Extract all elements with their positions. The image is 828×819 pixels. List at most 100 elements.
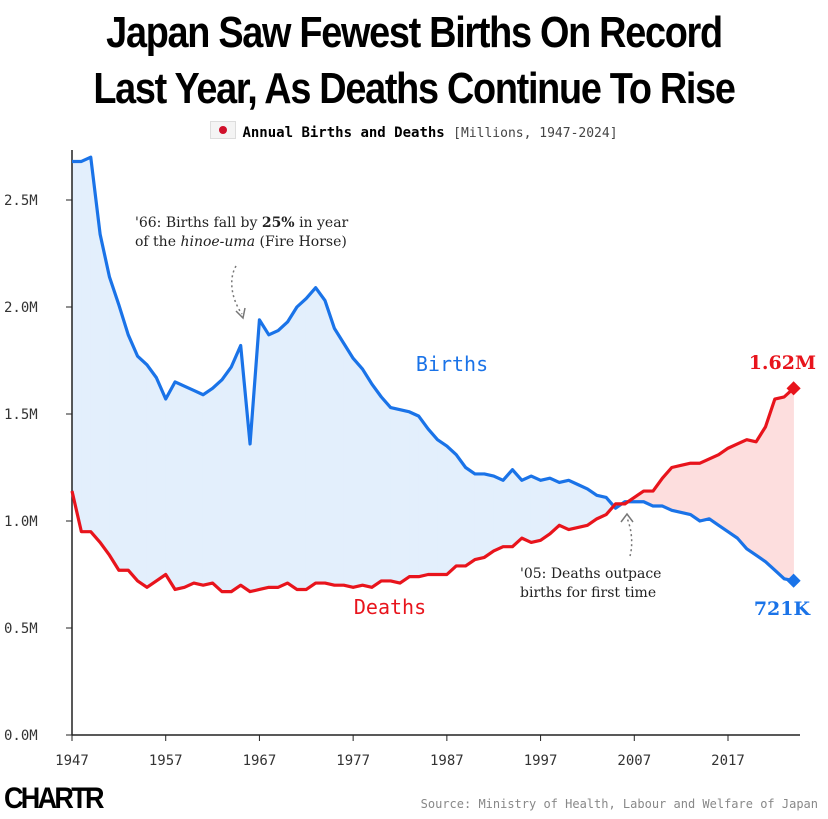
gap-fill [231, 345, 241, 593]
gap-fill [521, 475, 532, 543]
gap-fill [427, 428, 438, 575]
gap-fill [343, 342, 354, 588]
deaths-series-label: Deaths [354, 595, 426, 619]
gap-fill [315, 286, 326, 584]
subtitle: Annual Births and Deaths [Millions, 1947… [0, 121, 828, 141]
gap-fill [193, 389, 204, 586]
gap-fill [493, 475, 504, 552]
gap-fill [568, 479, 579, 530]
gap-fill [680, 462, 691, 515]
gap-fill [465, 466, 476, 567]
gap-fill [783, 387, 794, 582]
x-tick-label: 1957 [149, 753, 183, 769]
gap-fill [380, 396, 391, 582]
gap-fill [174, 381, 185, 590]
gap-fill [202, 387, 213, 586]
y-tick-label: 2.0M [4, 300, 38, 316]
gap-fill [474, 473, 485, 560]
deaths-end-value: 1.62M [749, 352, 816, 374]
gap-fill [146, 363, 157, 588]
x-tick-label: 1967 [243, 753, 277, 769]
hinoeuma-arrowhead [235, 307, 246, 320]
hinoeuma-arrow [230, 265, 243, 315]
gap-fill [390, 407, 401, 584]
gap-fill [671, 464, 682, 513]
gap-fill [249, 319, 260, 592]
gap-fill [512, 468, 523, 548]
subtitle-range: [Millions, 1947-2024] [453, 126, 618, 141]
y-tick-label: 1.0M [4, 514, 38, 530]
annotation-bold: 25% [261, 215, 295, 231]
gap-fill [268, 330, 279, 588]
annotation-text: in year [294, 215, 349, 231]
x-tick-label: 1987 [430, 753, 464, 769]
gap-fill [127, 334, 138, 582]
hinoeuma-annotation: '66: Births fall by 25% in year of the h… [135, 214, 348, 252]
y-tick-label: 0.0M [4, 728, 38, 744]
title-line-2: Last Year, As Deaths Continue To Rise [93, 64, 736, 113]
title-line-1: Japan Saw Fewest Births On Record [106, 8, 723, 57]
gap-fill [99, 234, 110, 557]
gap-fill [727, 443, 738, 539]
gap-fill [690, 462, 701, 522]
births-end-value: 721K [754, 598, 812, 620]
gap-fill [81, 156, 92, 533]
y-tick-label: 0.5M [4, 621, 38, 637]
births-series-label: Births [416, 352, 488, 376]
subtitle-main: Annual Births and Deaths [242, 125, 445, 141]
gap-fill [305, 286, 316, 591]
x-tick-label: 1997 [524, 753, 558, 769]
gap-fill [287, 305, 298, 591]
gap-fill [165, 381, 176, 591]
gap-fill [334, 327, 345, 586]
crossover-arrow [626, 517, 633, 557]
gap-fill [530, 475, 541, 543]
gap-fill [737, 439, 748, 550]
gap-fill [540, 477, 551, 541]
deaths-line [70, 387, 795, 594]
gap-fill [577, 484, 588, 528]
gap-fill [277, 321, 288, 588]
gap-fill [212, 379, 223, 593]
gap-fill [484, 473, 495, 558]
gap-fill [221, 366, 232, 592]
gap-fill [184, 385, 195, 588]
crossover-annotation: '05: Deaths outpace births for first tim… [520, 565, 661, 603]
deaths-end-marker [786, 381, 801, 396]
gap-fill [156, 377, 167, 582]
gap-fill [418, 415, 429, 578]
y-tick-label: 2.5M [4, 193, 38, 209]
x-tick-label: 2007 [617, 753, 651, 769]
gap-fill [362, 368, 373, 588]
x-tick-label: 1977 [336, 753, 370, 769]
gap-fill [409, 411, 420, 577]
chartr-logo: CHARTR [4, 782, 104, 815]
y-tick-label: 1.5M [4, 407, 38, 423]
gap-fill [559, 479, 569, 531]
annotation-italic: hinoe-uma [180, 234, 256, 250]
gap-fill [718, 447, 729, 533]
gap-fill [371, 383, 382, 588]
gap-fill [352, 357, 363, 588]
gap-fill [446, 445, 457, 576]
gap-fill [71, 161, 82, 532]
gap-fill [774, 396, 785, 580]
gap-fill [437, 439, 448, 575]
annotation-text: of the [135, 234, 181, 250]
annotation-text: '66: Births fall by [135, 215, 262, 231]
gap-fill [137, 355, 148, 588]
gap-fill [455, 453, 466, 567]
gap-fill [118, 304, 129, 571]
crossover-arrowhead [620, 512, 634, 523]
gap-fill [296, 297, 307, 590]
source-note: Source: Ministry of Health, Labour and W… [420, 797, 818, 811]
gap-fill [399, 409, 410, 584]
annotation-text: births for first time [520, 585, 657, 601]
gap-fill [708, 454, 719, 526]
annotation-text: (Fire Horse) [255, 234, 347, 250]
x-tick-label: 1947 [55, 753, 89, 769]
gap-fill [746, 439, 757, 556]
gap-fill [502, 468, 513, 547]
